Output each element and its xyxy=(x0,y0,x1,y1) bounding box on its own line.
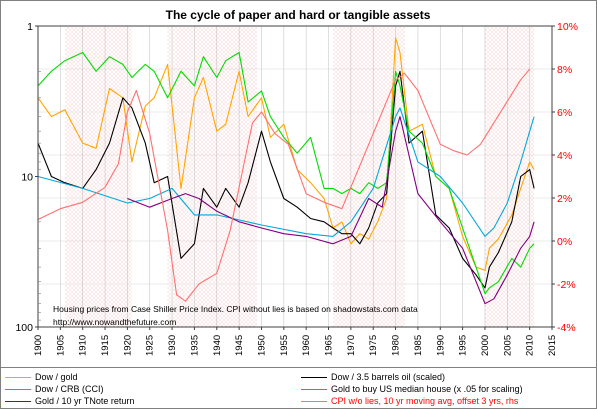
right-tick-label: 6% xyxy=(557,107,572,119)
x-tick-label: 1955 xyxy=(279,335,290,356)
x-tick-label: 1900 xyxy=(33,335,44,356)
x-tick-label: 1970 xyxy=(346,335,357,356)
legend-swatch xyxy=(301,401,327,402)
legend-label: Dow / CRB (CCI) xyxy=(35,384,104,394)
legend-label: Gold to buy US median house (x .05 for s… xyxy=(331,384,523,394)
legend: Dow / gold Dow / 3.5 barrels oil (scaled… xyxy=(1,367,596,409)
series-line-2 xyxy=(37,51,535,295)
right-tick-label: 10% xyxy=(557,21,578,33)
right-tick-label: 4% xyxy=(557,150,572,162)
x-tick-label: 1960 xyxy=(301,335,312,356)
x-tick-label: 1925 xyxy=(145,335,156,356)
left-tick-label: 100 xyxy=(15,322,33,334)
x-tick-label: 2010 xyxy=(525,335,536,356)
x-tick-label: 1920 xyxy=(122,335,133,356)
x-tick-label: 1935 xyxy=(189,335,200,356)
x-tick-label: 1950 xyxy=(256,335,267,356)
legend-swatch xyxy=(5,377,31,378)
x-tick-label: 1975 xyxy=(368,335,379,356)
right-tick-label: 0% xyxy=(557,236,572,248)
legend-label: CPI w/o lies, 10 yr moving avg, offset 3… xyxy=(331,396,519,406)
chart-svg: The cycle of paper and hard or tangible … xyxy=(15,8,578,356)
legend-swatch xyxy=(5,401,31,402)
x-tick-label: 1985 xyxy=(413,335,424,356)
legend-swatch xyxy=(5,389,31,390)
series-line-4 xyxy=(127,116,535,305)
url-annotation: http://www.nowandthefuture.com xyxy=(53,317,176,327)
legend-item-cpi: CPI w/o lies, 10 yr moving avg, offset 3… xyxy=(301,396,518,407)
x-tick-label: 2005 xyxy=(502,335,513,356)
x-tick-label: 1910 xyxy=(78,335,89,356)
right-tick-label: 8% xyxy=(557,64,572,76)
source-annotation: Housing prices from Case Shiller Price I… xyxy=(53,304,418,314)
legend-label: Dow / gold xyxy=(35,372,78,382)
x-tick-label: 1980 xyxy=(391,335,402,356)
x-tick-label: 1990 xyxy=(435,335,446,356)
chart-title: The cycle of paper and hard or tangible … xyxy=(166,8,431,22)
x-tick-label: 1905 xyxy=(55,335,66,356)
legend-item-dow-oil: Dow / 3.5 barrels oil (scaled) xyxy=(301,372,445,383)
right-tick-label: -2% xyxy=(557,279,576,291)
x-tick-label: 1945 xyxy=(234,335,245,356)
legend-item-dow-gold: Dow / gold xyxy=(5,372,78,383)
x-tick-label: 2015 xyxy=(547,335,558,356)
legend-item-gold-tnote: Gold / 10 yr TNote return xyxy=(5,396,134,407)
x-tick-label: 1915 xyxy=(100,335,111,356)
series-line-1 xyxy=(37,70,535,289)
shaded-period xyxy=(332,26,405,327)
series-line-5 xyxy=(37,68,531,302)
x-tick-label: 2000 xyxy=(480,335,491,356)
legend-swatch xyxy=(301,389,327,390)
shaded-period xyxy=(64,26,132,327)
right-tick-label: -4% xyxy=(557,322,576,334)
series-line-0 xyxy=(37,37,535,271)
left-tick-label: 10 xyxy=(21,172,33,184)
legend-swatch xyxy=(301,377,327,378)
right-tick-label: 2% xyxy=(557,193,572,205)
legend-label: Gold / 10 yr TNote return xyxy=(35,396,135,406)
left-tick-label: 1 xyxy=(27,21,33,33)
legend-label: Dow / 3.5 barrels oil (scaled) xyxy=(331,372,446,382)
shaded-period xyxy=(484,26,535,327)
legend-item-dow-crb: Dow / CRB (CCI) xyxy=(5,384,104,395)
x-tick-label: 1930 xyxy=(167,335,178,356)
x-tick-label: 1940 xyxy=(212,335,223,356)
legend-item-gold-house: Gold to buy US median house (x .05 for s… xyxy=(301,384,523,395)
x-tick-label: 1995 xyxy=(458,335,469,356)
x-tick-label: 1965 xyxy=(324,335,335,356)
series-line-3 xyxy=(37,107,535,237)
